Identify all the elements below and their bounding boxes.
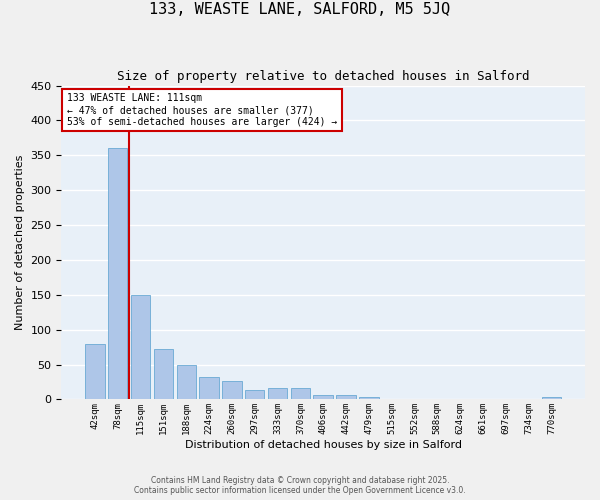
- Bar: [108, 148, 127, 400]
- Bar: [337, 394, 356, 400]
- Bar: [290, 388, 310, 400]
- Bar: [519, 398, 538, 400]
- Bar: [154, 348, 173, 400]
- Bar: [359, 398, 379, 400]
- Text: 133, WEASTE LANE, SALFORD, M5 5JQ: 133, WEASTE LANE, SALFORD, M5 5JQ: [149, 2, 451, 18]
- Bar: [473, 398, 493, 400]
- Bar: [131, 295, 150, 400]
- Bar: [451, 398, 470, 400]
- Bar: [222, 382, 242, 400]
- Bar: [245, 390, 265, 400]
- Y-axis label: Number of detached properties: Number of detached properties: [15, 155, 25, 330]
- X-axis label: Distribution of detached houses by size in Salford: Distribution of detached houses by size …: [185, 440, 462, 450]
- Bar: [542, 396, 561, 400]
- Bar: [176, 365, 196, 400]
- Title: Size of property relative to detached houses in Salford: Size of property relative to detached ho…: [117, 70, 529, 83]
- Bar: [268, 388, 287, 400]
- Bar: [405, 398, 424, 400]
- Bar: [313, 395, 333, 400]
- Bar: [382, 398, 401, 400]
- Bar: [428, 398, 447, 400]
- Bar: [85, 344, 104, 400]
- Text: 133 WEASTE LANE: 111sqm
← 47% of detached houses are smaller (377)
53% of semi-d: 133 WEASTE LANE: 111sqm ← 47% of detache…: [67, 94, 337, 126]
- Text: Contains HM Land Registry data © Crown copyright and database right 2025.
Contai: Contains HM Land Registry data © Crown c…: [134, 476, 466, 495]
- Bar: [199, 377, 219, 400]
